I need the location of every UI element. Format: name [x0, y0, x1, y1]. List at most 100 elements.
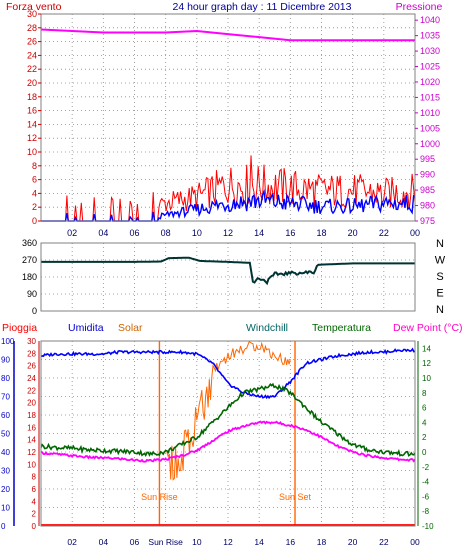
climate-x-tick-label: 14: [254, 537, 264, 547]
rain-tick-label: 0: [32, 522, 37, 531]
climate-grid: [41, 341, 415, 526]
climate-x-tick-label: 06: [130, 537, 140, 547]
direction-tick-label: 90: [27, 289, 37, 299]
wind-x-tick-label: 20: [348, 228, 358, 238]
rain-tick-label: 30: [27, 337, 36, 346]
humidity-tick-label: 60: [1, 411, 10, 420]
compass-label: W: [435, 255, 446, 267]
wind-x-tick-label: 18: [316, 228, 326, 238]
wind-tick-label: 20: [27, 78, 37, 88]
pressure-tick-label: 1020: [420, 77, 440, 87]
legend-dewpoint: Dew Point (°C): [393, 322, 463, 334]
compass-label: N: [436, 238, 444, 250]
direction-grid: [41, 243, 415, 311]
climate-x-tick-label: 16: [286, 537, 296, 547]
legend-windchill: Windchill: [246, 322, 288, 334]
wind-tick-label: 14: [27, 119, 37, 129]
legend-solar: Solar: [118, 322, 143, 334]
rain-tick-label: 8: [32, 473, 37, 482]
temperature-tick-label: 8: [422, 389, 427, 398]
humidity-tick-label: 0: [1, 522, 6, 531]
humidity-tick-label: 30: [1, 467, 10, 476]
wind-tick-label: 4: [32, 188, 37, 198]
wind-x-tick-label: 22: [379, 228, 389, 238]
climate-x-tick-label: 10: [192, 537, 202, 547]
pressure-tick-label: 975: [420, 216, 435, 226]
temperature-tick-label: -8: [422, 507, 430, 516]
pressure-line: [40, 28, 415, 42]
pressure-tick-label: 1025: [420, 62, 440, 72]
pressure-tick-label: 1000: [420, 139, 440, 149]
legend-rain: Pioggia: [2, 322, 37, 334]
climate-x-tick-label: 12: [223, 537, 233, 547]
temperature-tick-label: 10: [422, 374, 431, 383]
wind-x-tick-label: 04: [98, 228, 108, 238]
wind-grid: [41, 14, 415, 221]
chart-layer: 0246810121416182022242628309759809859909…: [1, 9, 446, 547]
temperature-line: [40, 382, 416, 457]
dewpoint-line: [40, 420, 416, 463]
compass-label: S: [436, 271, 443, 283]
pressure-tick-label: 1040: [420, 15, 440, 25]
legend-temperature: Temperatura: [312, 322, 371, 334]
temperature-tick-label: 2: [422, 433, 427, 442]
legend-humidity: Umidita: [68, 322, 104, 334]
direction-tick-label: 270: [22, 255, 37, 265]
wind-tick-label: 24: [27, 50, 37, 60]
direction-tick-label: 180: [22, 272, 37, 282]
temperature-tick-label: 0: [422, 448, 427, 457]
wind-tick-label: 12: [27, 133, 37, 143]
rain-tick-label: 24: [27, 374, 36, 383]
wind-direction-line: [41, 256, 415, 286]
rain-tick-label: 12: [27, 448, 36, 457]
wind-x-tick-label: 08: [161, 228, 171, 238]
wind-force-label: Forza vento: [6, 1, 62, 13]
wind-x-tick-label: 16: [285, 228, 295, 238]
pressure-tick-label: 990: [420, 170, 435, 180]
rain-tick-label: 20: [27, 399, 36, 408]
direction-tick-label: 0: [32, 306, 37, 316]
direction-tick-label: 360: [22, 238, 37, 248]
rain-tick-label: 28: [27, 349, 36, 358]
solar-line: [166, 341, 291, 481]
rain-tick-label: 26: [27, 362, 36, 371]
climate-x-tick-label: 20: [348, 537, 358, 547]
humidity-line: [40, 347, 416, 400]
wind-tick-label: 22: [27, 64, 37, 74]
humidity-tick-label: 100: [1, 337, 15, 346]
wind-tick-label: 18: [27, 92, 37, 102]
rain-tick-label: 4: [32, 497, 37, 506]
climate-x-tick-label: Sun Rise: [148, 537, 183, 547]
pressure-label: Pressione: [396, 1, 443, 13]
wind-gust-line: [41, 155, 416, 222]
pressure-tick-label: 1010: [420, 108, 440, 118]
temperature-tick-label: -2: [422, 463, 430, 472]
wind-plot-frame: [40, 13, 416, 222]
rain-tick-label: 2: [32, 510, 37, 519]
pressure-tick-label: 1005: [420, 123, 440, 133]
temperature-tick-label: -4: [422, 478, 430, 487]
sun-marker-label: Sun Set: [279, 492, 312, 502]
wind-x-tick-label: 14: [254, 228, 264, 238]
rain-tick-label: 22: [27, 386, 36, 395]
pressure-tick-label: 1015: [420, 92, 440, 102]
rain-tick-label: 18: [27, 411, 36, 420]
rain-tick-label: 10: [27, 460, 36, 469]
humidity-tick-label: 40: [1, 448, 10, 457]
rain-tick-label: 16: [27, 423, 36, 432]
humidity-tick-label: 20: [1, 485, 10, 494]
wind-tick-label: 28: [27, 23, 37, 33]
climate-x-tick-label: 02: [67, 537, 77, 547]
rain-tick-label: 6: [32, 485, 37, 494]
wind-x-tick-label: 00: [410, 228, 420, 238]
wind-x-tick-label: 10: [192, 228, 202, 238]
wind-tick-label: 26: [27, 37, 37, 47]
compass-label: E: [436, 288, 443, 300]
wind-tick-label: 0: [32, 216, 37, 226]
temperature-tick-label: 12: [422, 359, 431, 368]
temperature-tick-label: -10: [422, 522, 434, 531]
humidity-tick-label: 10: [1, 504, 10, 513]
pressure-tick-label: 985: [420, 185, 435, 195]
